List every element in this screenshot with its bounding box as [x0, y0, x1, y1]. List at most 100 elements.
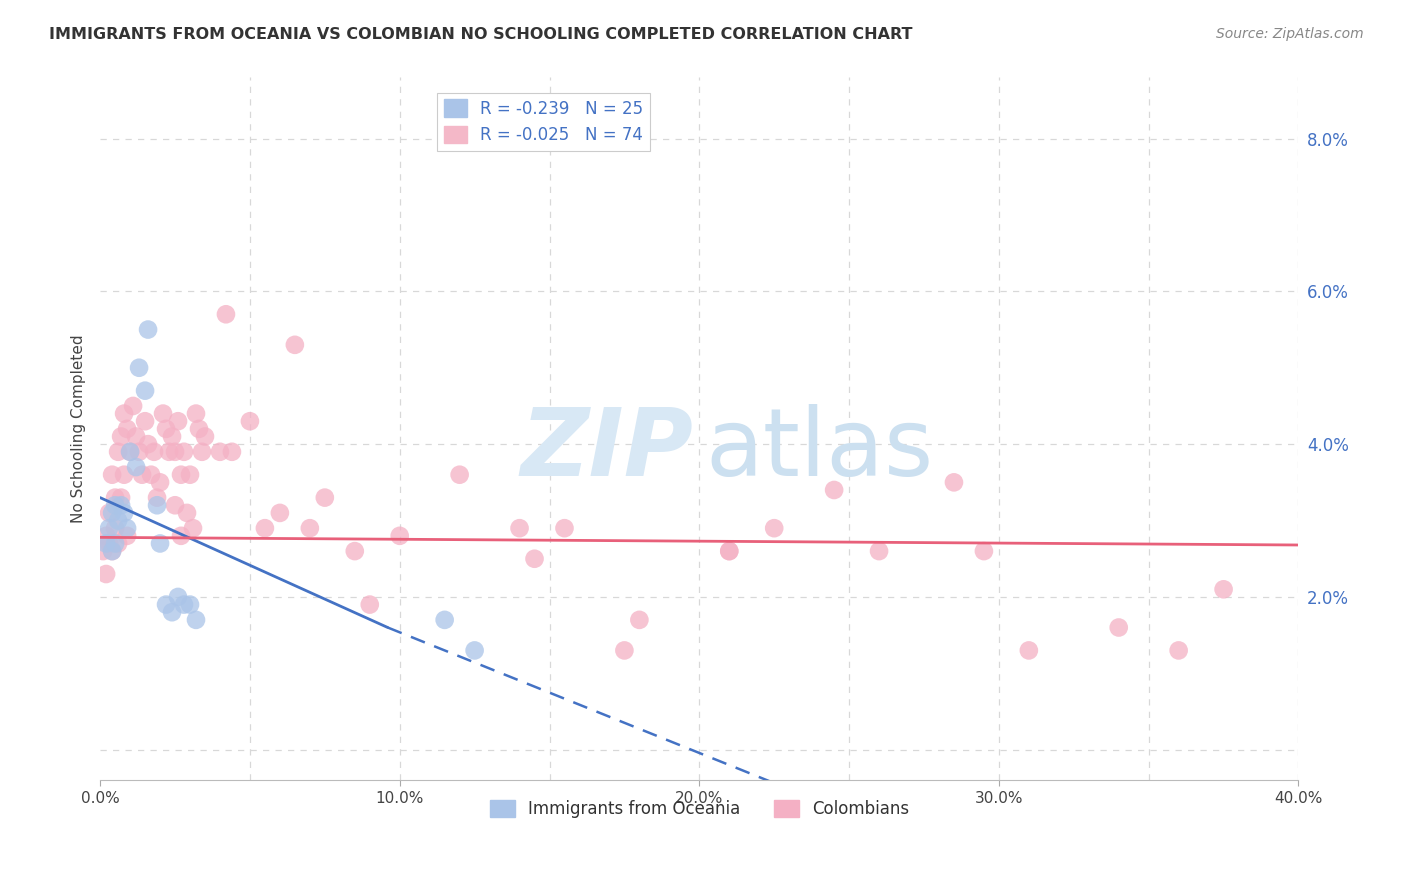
Point [149, 536, 172, 550]
Point [1108, 620, 1130, 634]
Point [125, 429, 148, 443]
Point [449, 467, 471, 482]
Point [173, 444, 195, 458]
Point [718, 544, 741, 558]
Point [167, 414, 190, 428]
Point [104, 498, 127, 512]
Y-axis label: No Schooling Completed: No Schooling Completed [72, 334, 86, 524]
Point [173, 598, 195, 612]
Point [509, 521, 531, 535]
Point [152, 407, 174, 421]
Point [184, 407, 207, 421]
Point [104, 536, 127, 550]
Point [101, 467, 124, 482]
Point [112, 467, 135, 482]
Point [170, 467, 193, 482]
Point [107, 514, 129, 528]
Point [139, 467, 162, 482]
Point [101, 544, 124, 558]
Point [868, 544, 890, 558]
Point [221, 444, 243, 458]
Point [128, 360, 150, 375]
Point [167, 590, 190, 604]
Point [146, 491, 169, 505]
Point [1167, 643, 1189, 657]
Point [149, 475, 172, 490]
Point [101, 544, 124, 558]
Point [143, 444, 166, 458]
Point [718, 544, 741, 558]
Point [115, 521, 138, 535]
Point [134, 384, 156, 398]
Point [115, 422, 138, 436]
Point [98, 506, 121, 520]
Point [134, 414, 156, 428]
Point [191, 444, 214, 458]
Point [314, 491, 336, 505]
Point [136, 322, 159, 336]
Point [104, 491, 127, 505]
Point [104, 521, 127, 535]
Point [188, 422, 211, 436]
Point [112, 506, 135, 520]
Text: Source: ZipAtlas.com: Source: ZipAtlas.com [1216, 27, 1364, 41]
Point [98, 536, 121, 550]
Point [120, 444, 142, 458]
Point [215, 307, 238, 321]
Point [122, 399, 145, 413]
Point [125, 460, 148, 475]
Point [823, 483, 845, 497]
Point [163, 498, 186, 512]
Point [107, 444, 129, 458]
Point [613, 643, 636, 657]
Point [284, 338, 307, 352]
Point [239, 414, 262, 428]
Text: ZIP: ZIP [520, 404, 693, 496]
Point [98, 521, 121, 535]
Point [94, 529, 117, 543]
Text: IMMIGRANTS FROM OCEANIA VS COLOMBIAN NO SCHOOLING COMPLETED CORRELATION CHART: IMMIGRANTS FROM OCEANIA VS COLOMBIAN NO … [49, 27, 912, 42]
Point [269, 506, 291, 520]
Point [160, 429, 183, 443]
Point [91, 544, 114, 558]
Point [973, 544, 995, 558]
Point [115, 529, 138, 543]
Point [94, 567, 117, 582]
Point [110, 498, 132, 512]
Point [160, 605, 183, 619]
Point [155, 598, 177, 612]
Point [179, 598, 201, 612]
Legend: Immigrants from Oceania, Colombians: Immigrants from Oceania, Colombians [482, 793, 915, 825]
Point [298, 521, 321, 535]
Point [553, 521, 575, 535]
Point [433, 613, 456, 627]
Point [942, 475, 965, 490]
Point [110, 429, 132, 443]
Point [1018, 643, 1040, 657]
Point [464, 643, 486, 657]
Point [155, 422, 177, 436]
Point [136, 437, 159, 451]
Point [94, 536, 117, 550]
Point [763, 521, 786, 535]
Point [253, 521, 276, 535]
Point [359, 598, 381, 612]
Point [176, 506, 198, 520]
Point [170, 529, 193, 543]
Point [120, 444, 142, 458]
Point [1212, 582, 1234, 597]
Point [194, 429, 217, 443]
Point [131, 467, 153, 482]
Point [163, 444, 186, 458]
Point [101, 506, 124, 520]
Point [107, 536, 129, 550]
Point [146, 498, 169, 512]
Point [179, 467, 201, 482]
Point [523, 551, 546, 566]
Point [628, 613, 651, 627]
Point [112, 407, 135, 421]
Point [184, 613, 207, 627]
Point [128, 444, 150, 458]
Point [343, 544, 366, 558]
Point [208, 444, 231, 458]
